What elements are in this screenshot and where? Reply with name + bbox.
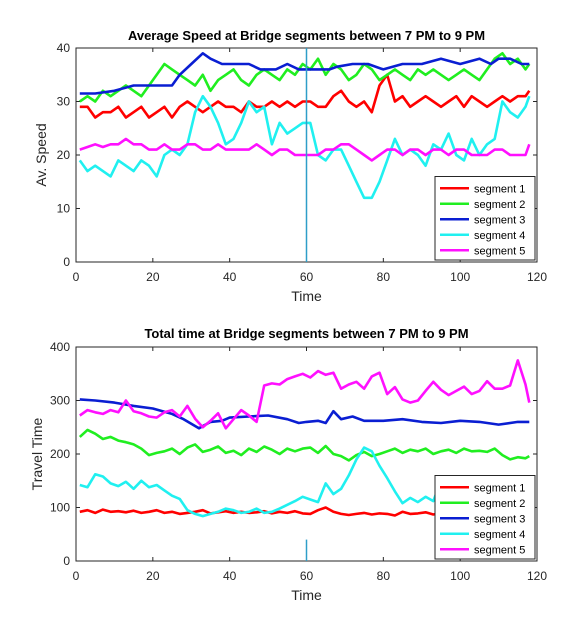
- series-line-5: [79, 359, 531, 430]
- x-tick-label: 20: [146, 569, 160, 583]
- x-tick-label: 100: [450, 270, 470, 284]
- x-tick-label: 60: [300, 270, 314, 284]
- series-line-4: [79, 446, 443, 518]
- y-tick-label: 30: [57, 95, 71, 109]
- y-tick-label: 10: [57, 202, 71, 216]
- legend-label: segment 2: [474, 498, 525, 510]
- legend-label: segment 4: [474, 230, 525, 242]
- legend-label: segment 1: [474, 183, 525, 195]
- y-tick-label: 400: [50, 340, 70, 354]
- x-axis-label: Time: [291, 288, 322, 304]
- x-tick-label: 40: [223, 270, 237, 284]
- y-tick-label: 100: [50, 501, 70, 515]
- y-tick-label: 300: [50, 394, 70, 408]
- y-axis-label: Travel Time: [29, 417, 45, 490]
- legend-label: segment 5: [474, 245, 525, 257]
- y-tick-label: 0: [63, 255, 70, 269]
- series-line-3: [79, 398, 530, 430]
- legend-label: segment 3: [474, 214, 525, 226]
- chart-average-speed: Average Speed at Bridge segments between…: [33, 28, 547, 304]
- series-line-2: [78, 428, 530, 462]
- legend: segment 1 segment 2 segment 3 segment 4 segm…: [434, 475, 536, 560]
- x-tick-label: 40: [223, 569, 237, 583]
- x-tick-label: 120: [527, 270, 547, 284]
- x-tick-label: 80: [377, 270, 391, 284]
- x-tick-label: 80: [377, 569, 391, 583]
- chart-total-time: Total time at Bridge segments between 7 …: [29, 326, 547, 603]
- chart-title: Average Speed at Bridge segments between…: [128, 28, 485, 43]
- legend-label: segment 2: [474, 199, 525, 211]
- x-axis-label: Time: [291, 587, 322, 603]
- legend-label: segment 1: [474, 482, 525, 494]
- y-tick-label: 40: [57, 41, 71, 55]
- y-axis-label: Av. Speed: [33, 123, 49, 186]
- legend-label: segment 4: [474, 529, 525, 541]
- legend-label: segment 5: [474, 544, 525, 556]
- x-tick-label: 0: [73, 569, 80, 583]
- x-tick-label: 60: [300, 569, 314, 583]
- y-tick-label: 20: [57, 148, 71, 162]
- chart-title: Total time at Bridge segments between 7 …: [144, 326, 468, 341]
- x-tick-label: 120: [527, 569, 547, 583]
- y-tick-label: 0: [63, 554, 70, 568]
- y-tick-label: 200: [50, 447, 70, 461]
- legend: segment 1 segment 2 segment 3 segment 4 segm…: [434, 176, 536, 261]
- x-tick-label: 20: [146, 270, 160, 284]
- x-tick-label: 100: [450, 569, 470, 583]
- legend-label: segment 3: [474, 513, 525, 525]
- x-tick-label: 0: [73, 270, 80, 284]
